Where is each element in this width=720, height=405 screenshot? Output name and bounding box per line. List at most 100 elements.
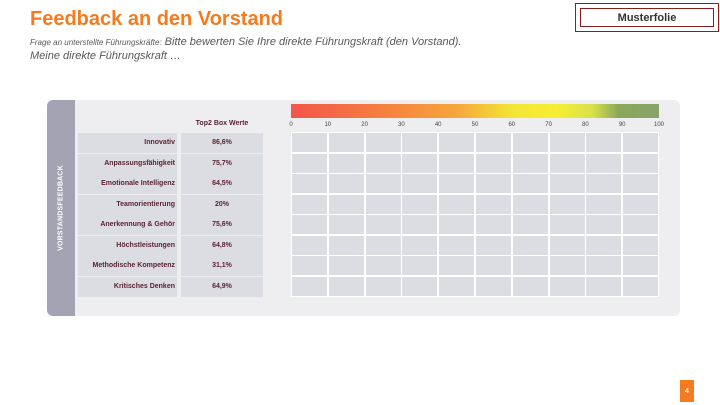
grid-cell [549, 215, 585, 234]
grid-cell [549, 133, 585, 152]
grid-cell [512, 235, 548, 255]
grid-cell [476, 235, 511, 255]
grid-cell [549, 276, 585, 296]
grid-cell [586, 174, 622, 193]
sample-stamp: Musterfolie [575, 3, 719, 32]
scale-tick-label: 30 [398, 122, 405, 128]
grid-cell [365, 194, 401, 214]
grid-cell [586, 235, 622, 255]
grid-cell [292, 256, 327, 275]
grid-cell [476, 153, 511, 173]
slide-subtitle: Frage an unterstellte Führungskräfte: Bi… [30, 36, 461, 48]
grid-cell [328, 194, 364, 214]
grid-cell [365, 174, 401, 193]
grid-cell [402, 235, 438, 255]
grid-cell [476, 174, 511, 193]
scale-tick-label: 100 [653, 122, 665, 128]
grid-cell [586, 256, 622, 275]
row-value: 64,8% [181, 235, 263, 256]
row-value: 20% [181, 194, 263, 215]
grid-cell [549, 174, 585, 193]
grid-cell [623, 256, 659, 275]
grid-cell [402, 153, 438, 173]
grid-cell [512, 133, 548, 152]
grid-cell [402, 174, 438, 193]
grid-cell [439, 256, 475, 275]
scale-tick-label: 60 [508, 122, 516, 128]
grid-cell [549, 235, 585, 255]
grid-cell [365, 235, 401, 255]
grid-cell [512, 256, 548, 275]
grid-cell [439, 153, 475, 173]
grid-cell [549, 153, 585, 173]
scale-tick-label: 80 [582, 122, 589, 128]
grid-cell [292, 276, 327, 296]
grid-cell [512, 174, 548, 193]
grid-cell [549, 194, 585, 214]
grid-cell [292, 194, 327, 214]
grid-cell [476, 194, 511, 214]
grid-cell [402, 133, 438, 152]
grid-cell [586, 194, 622, 214]
row-value: 75,6% [181, 215, 263, 235]
row-value: 64,5% [181, 174, 263, 194]
grid-cell [328, 215, 364, 234]
grid-cell [549, 256, 585, 275]
row-label: Anerkennung & Gehör [78, 215, 177, 235]
grid-cell [623, 215, 659, 234]
grid-cell [512, 153, 548, 173]
grid-cell [623, 235, 659, 255]
grid-cell [402, 215, 438, 234]
row-value: 64,9% [181, 276, 263, 297]
grid-cell [623, 276, 659, 296]
grid-cell [439, 235, 475, 255]
side-label: VORSTANDSFEEDBACK [57, 165, 65, 251]
grid-cell [292, 215, 327, 234]
side-bar: VORSTANDSFEEDBACK [47, 100, 75, 316]
grid-cell [439, 133, 475, 152]
grid-cell [623, 174, 659, 193]
grid-cell [586, 133, 622, 152]
grid-cell [439, 276, 475, 296]
row-label: Kritisches Denken [78, 276, 177, 297]
subtitle-line-2: Meine direkte Führungskraft … [30, 50, 182, 62]
grid-cell [292, 174, 327, 193]
grid-cell [328, 174, 364, 193]
scale-tick-label: 40 [434, 122, 442, 128]
grid-cell [402, 276, 438, 296]
grid-cell [586, 153, 622, 173]
row-label: Teamorientierung [78, 194, 177, 215]
grid-cell [292, 133, 327, 152]
grid-cell [439, 174, 475, 193]
grid-cell [623, 194, 659, 214]
grid-cell [365, 276, 401, 296]
scale-tick-label: 20 [361, 122, 368, 128]
color-scale-bar [291, 104, 659, 118]
grid-cell [365, 215, 401, 234]
row-value: 86,6% [181, 133, 263, 153]
row-label: Emotionale Intelligenz [78, 174, 177, 194]
grid-cell [476, 215, 511, 234]
scale-tick-label: 10 [324, 122, 332, 128]
grid-cell [439, 194, 475, 214]
grid-cell [586, 215, 622, 234]
grid-cell [402, 194, 438, 214]
scale-tick-label: 0 [289, 122, 293, 128]
slide-title: Feedback an den Vorstand [30, 8, 284, 30]
row-value: 31,1% [181, 256, 263, 276]
grid-cell [476, 133, 511, 152]
subtitle-prefix: Frage an unterstellte Führungskräfte: [30, 38, 162, 47]
scale-tick-label: 90 [618, 122, 626, 128]
row-label: Methodische Kompetenz [78, 256, 177, 276]
row-label: Höchstleistungen [78, 235, 177, 256]
grid-cell [439, 215, 475, 234]
scale-tick-label: 70 [545, 122, 552, 128]
grid-cell [512, 276, 548, 296]
row-label: Anpassungsfähigkeit [78, 153, 177, 174]
grid-cell [328, 153, 364, 173]
scale-tick-label: 50 [471, 122, 479, 128]
grid-cell [365, 133, 401, 152]
grid-cell [328, 256, 364, 275]
subtitle-question: Bitte bewerten Sie Ihre direkte Führungs… [161, 36, 462, 48]
grid-cell [512, 194, 548, 214]
